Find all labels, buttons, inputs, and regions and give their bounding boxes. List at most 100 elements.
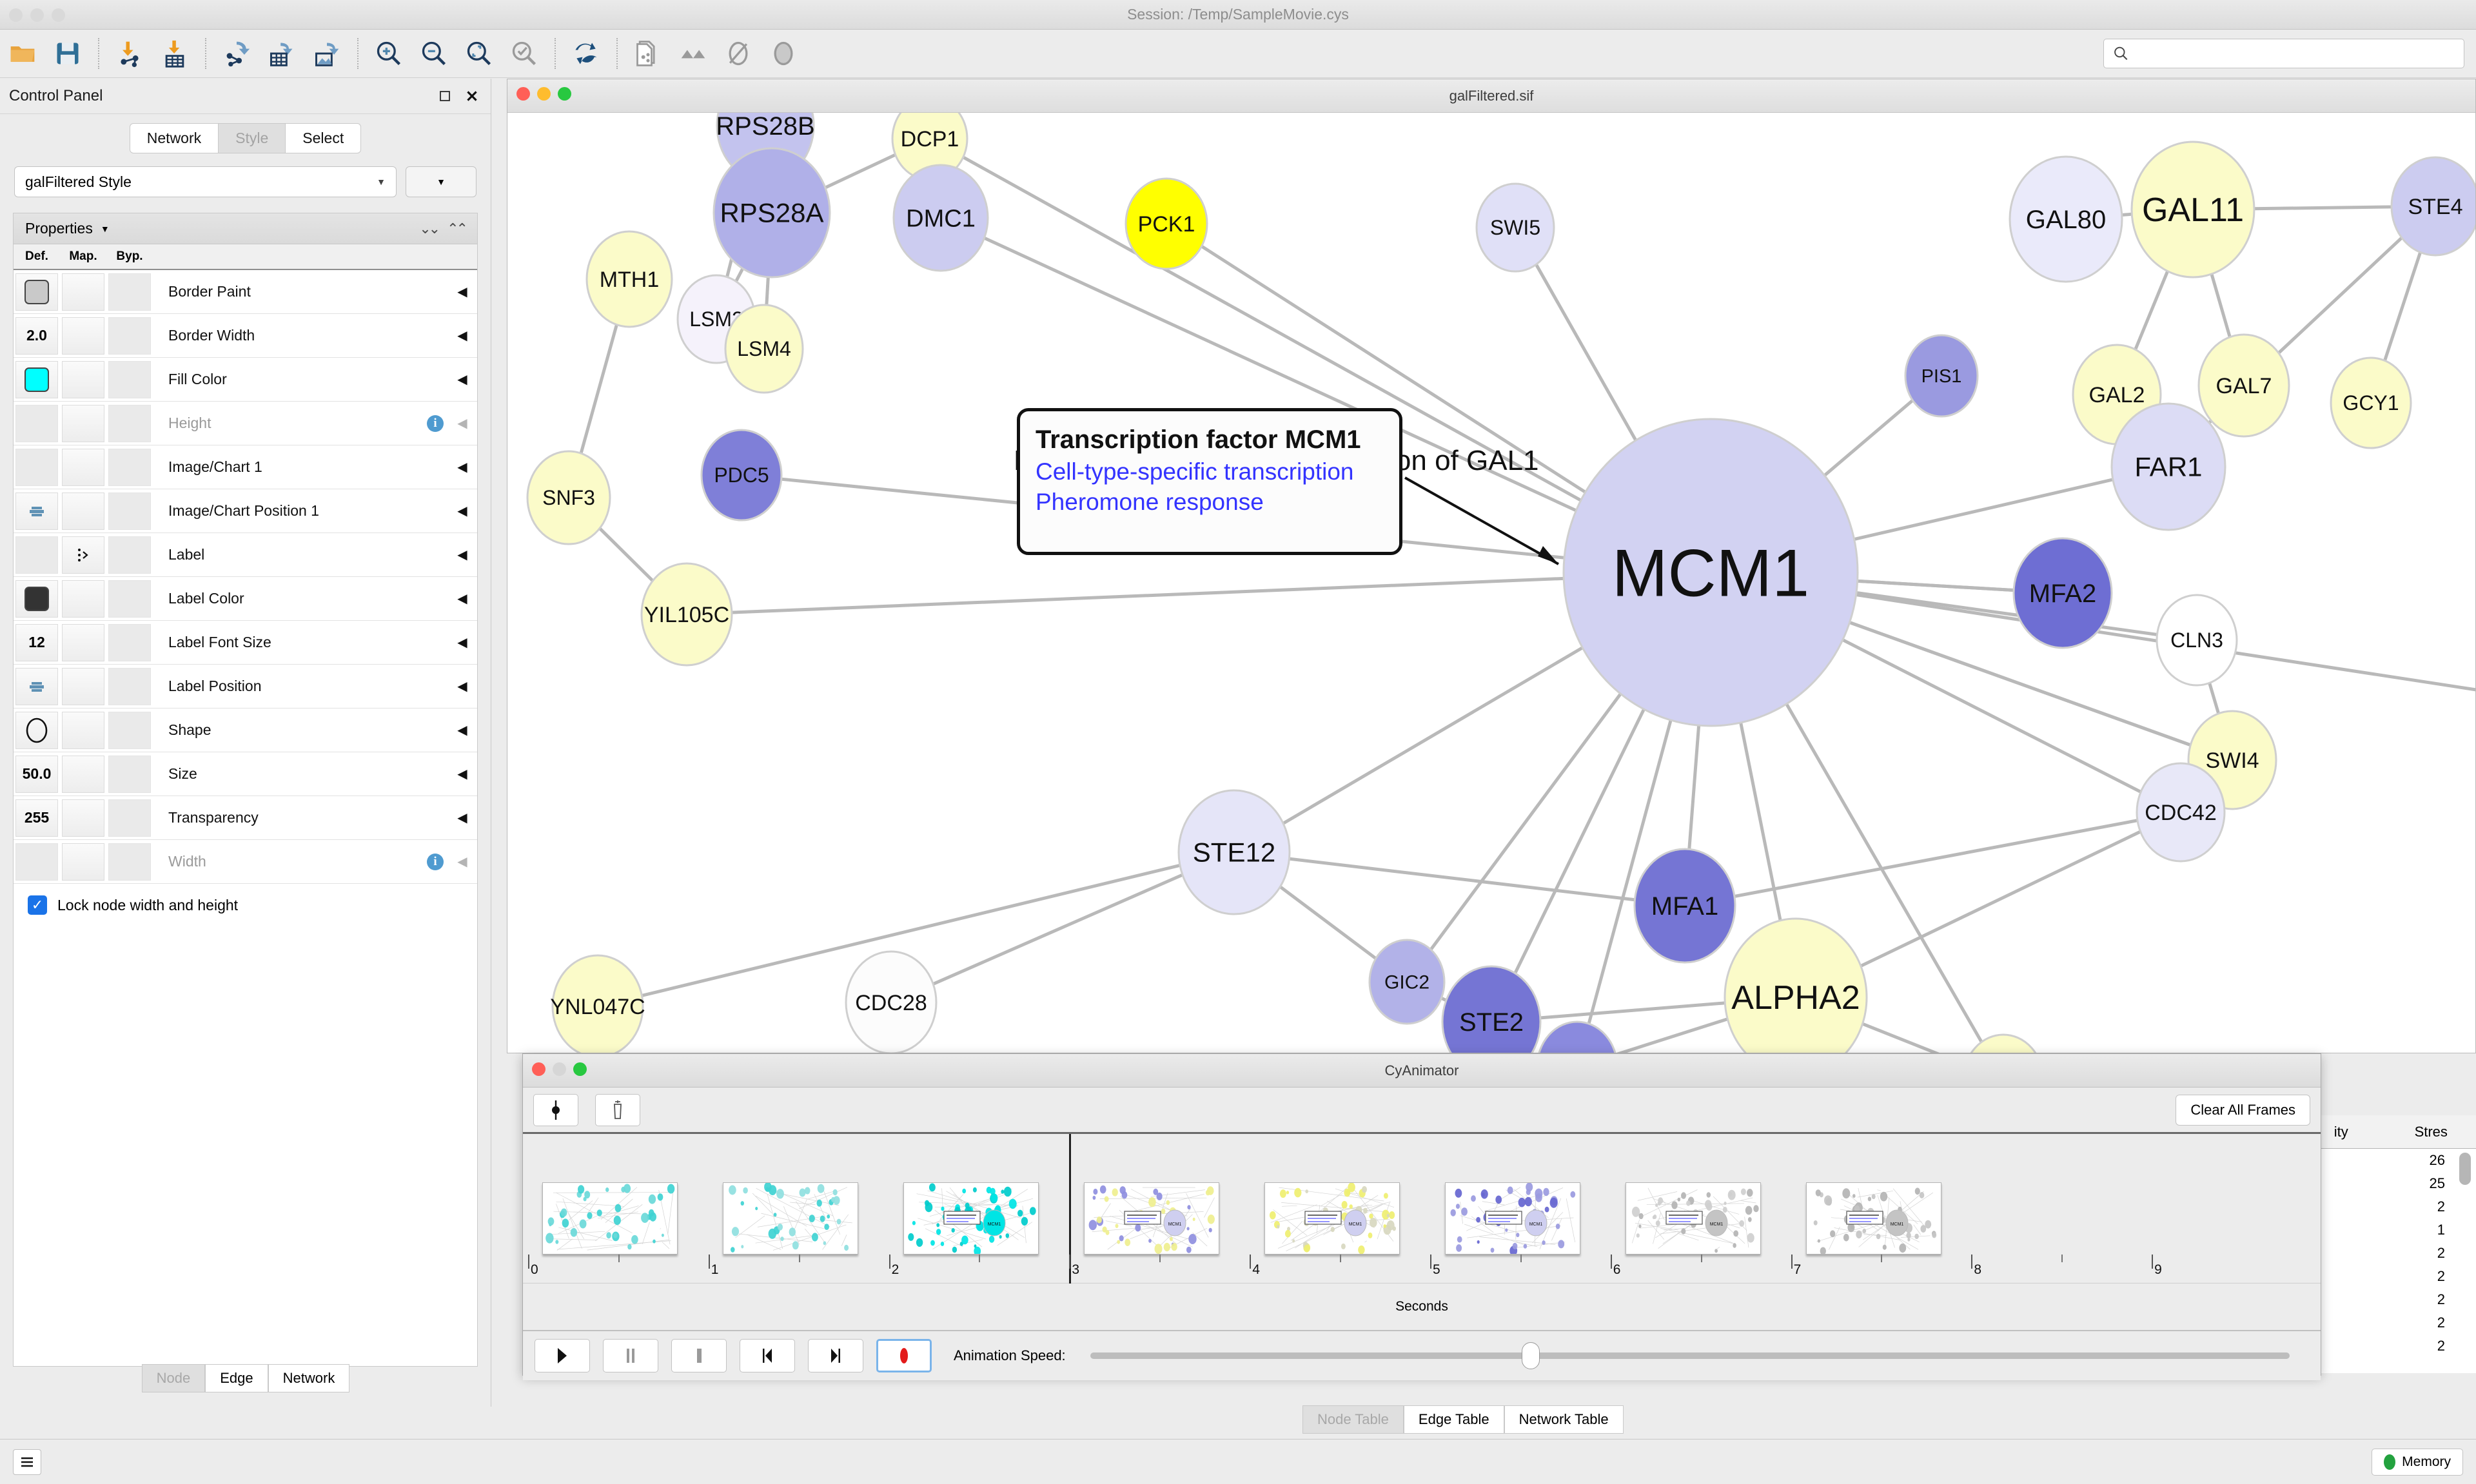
property-default-cell[interactable] xyxy=(15,273,58,311)
import-network-icon[interactable] xyxy=(112,35,148,72)
animation-speed-slider[interactable] xyxy=(1090,1342,2290,1369)
close-window-button[interactable] xyxy=(9,8,23,22)
property-bypass-cell[interactable] xyxy=(108,843,151,881)
network-node[interactable]: GAL11 xyxy=(2130,141,2255,278)
save-icon[interactable] xyxy=(50,35,86,72)
property-default-cell[interactable] xyxy=(15,492,58,530)
network-node[interactable]: BAR1 xyxy=(1537,1020,1617,1053)
property-mapping-cell[interactable] xyxy=(62,667,104,705)
property-row[interactable]: Label ◀ xyxy=(14,533,477,577)
property-expand-arrow[interactable]: ◀ xyxy=(457,636,467,650)
property-mapping-cell[interactable] xyxy=(62,711,104,749)
network-node[interactable]: CDC42 xyxy=(2136,762,2226,863)
property-bypass-cell[interactable] xyxy=(108,536,151,574)
network-node[interactable]: GCY1 xyxy=(2330,356,2412,449)
network-node[interactable]: TUB1 xyxy=(1963,1033,2043,1053)
property-default-cell[interactable]: 255 xyxy=(15,799,58,837)
network-node[interactable]: PDC5 xyxy=(700,429,783,522)
property-mapping-cell[interactable] xyxy=(62,755,104,793)
animation-frame[interactable]: MCM1 xyxy=(1264,1182,1400,1255)
network-node[interactable]: GAL80 xyxy=(2009,155,2123,283)
network-node[interactable]: MTH1 xyxy=(585,230,673,328)
property-default-cell[interactable] xyxy=(15,711,58,749)
property-row[interactable]: Fill Color ◀ xyxy=(14,358,477,402)
minimize-network-button[interactable] xyxy=(537,87,551,101)
property-mapping-cell[interactable] xyxy=(62,580,104,618)
zoom-in-icon[interactable] xyxy=(371,35,407,72)
network-node[interactable]: STE4 xyxy=(2390,156,2475,257)
bottom-tab-network[interactable]: Network xyxy=(268,1364,350,1392)
export-image-icon[interactable] xyxy=(309,35,345,72)
export-table-icon[interactable] xyxy=(264,35,300,72)
property-row[interactable]: 50.0 Size ◀ xyxy=(14,752,477,796)
property-row[interactable]: 255 Transparency ◀ xyxy=(14,796,477,840)
zoom-out-icon[interactable] xyxy=(416,35,452,72)
property-bypass-cell[interactable] xyxy=(108,360,151,398)
table-row[interactable]: 2 xyxy=(2296,1265,2476,1288)
new-network-icon[interactable] xyxy=(630,35,666,72)
property-bypass-cell[interactable] xyxy=(108,667,151,705)
property-expand-arrow[interactable]: ◀ xyxy=(457,548,467,562)
animation-frame[interactable] xyxy=(542,1182,678,1255)
tab-network[interactable]: Network xyxy=(129,123,219,153)
property-mapping-cell[interactable] xyxy=(62,843,104,881)
property-row[interactable]: 12 Label Font Size ◀ xyxy=(14,621,477,665)
property-expand-arrow[interactable]: ◀ xyxy=(457,679,467,694)
zoom-fit-icon[interactable] xyxy=(461,35,497,72)
animation-frame[interactable]: MCM1 xyxy=(1084,1182,1219,1255)
table-row[interactable]: 2 xyxy=(2296,1311,2476,1334)
property-bypass-cell[interactable] xyxy=(108,755,151,793)
property-bypass-cell[interactable] xyxy=(108,580,151,618)
property-default-cell[interactable]: 12 xyxy=(15,623,58,661)
tab-node-table[interactable]: Node Table xyxy=(1302,1405,1404,1434)
memory-status-button[interactable]: Memory xyxy=(2372,1448,2463,1476)
property-mapping-cell[interactable] xyxy=(62,536,104,574)
network-node[interactable]: ALPHA2 xyxy=(1724,917,1868,1053)
maximize-cyanimator-button[interactable] xyxy=(573,1062,587,1076)
network-node[interactable]: YNL047C xyxy=(550,954,645,1053)
network-edge[interactable] xyxy=(686,571,1711,616)
property-mapping-cell[interactable] xyxy=(62,492,104,530)
property-bypass-cell[interactable] xyxy=(108,317,151,355)
playhead[interactable] xyxy=(1069,1134,1072,1284)
add-frame-icon[interactable] xyxy=(533,1093,578,1126)
network-node[interactable]: STE2 xyxy=(1441,965,1542,1053)
property-default-cell[interactable] xyxy=(15,536,58,574)
network-node[interactable]: PCK1 xyxy=(1125,177,1208,270)
table-row[interactable]: 2 xyxy=(2296,1288,2476,1311)
network-node[interactable]: STE12 xyxy=(1177,789,1291,915)
style-dropdown[interactable]: galFiltered Style ▼ xyxy=(14,166,397,197)
table-row[interactable]: 1 xyxy=(2296,1218,2476,1242)
property-bypass-cell[interactable] xyxy=(108,623,151,661)
network-node[interactable]: SNF3 xyxy=(526,450,611,545)
network-node[interactable]: LSM4 xyxy=(724,304,804,394)
property-mapping-cell[interactable] xyxy=(62,623,104,661)
tab-style[interactable]: Style xyxy=(218,123,286,153)
network-edge[interactable] xyxy=(597,850,1235,1008)
color-swatch[interactable] xyxy=(25,367,49,392)
network-edge[interactable] xyxy=(1233,850,1685,908)
search-box[interactable] xyxy=(2103,39,2464,68)
record-button[interactable] xyxy=(876,1339,932,1372)
pause-button[interactable] xyxy=(603,1339,658,1372)
property-row[interactable]: Width i ◀ xyxy=(14,840,477,884)
cyanimator-traffic-lights[interactable] xyxy=(532,1062,587,1076)
network-graph[interactable]: RPS28B DCP1 RPS28A DMC1 PCK1 SWI5 GAL80 GAL11 ST… xyxy=(507,113,2475,1053)
hide-icon[interactable] xyxy=(720,35,756,72)
property-row[interactable]: Image/Chart Position 1 ◀ xyxy=(14,489,477,533)
property-default-cell[interactable] xyxy=(15,448,58,486)
close-icon[interactable] xyxy=(462,86,482,106)
annotation-box[interactable]: Transcription factor MCM1 Cell-type-spec… xyxy=(1017,408,1402,555)
refresh-icon[interactable] xyxy=(568,35,604,72)
close-cyanimator-button[interactable] xyxy=(532,1062,545,1076)
property-default-cell[interactable]: 50.0 xyxy=(15,755,58,793)
network-edge[interactable] xyxy=(1684,810,2181,908)
animation-frame[interactable]: MCM1 xyxy=(1626,1182,1761,1255)
property-mapping-cell[interactable] xyxy=(62,404,104,442)
property-default-cell[interactable] xyxy=(15,843,58,881)
stop-button[interactable] xyxy=(671,1339,727,1372)
network-node[interactable]: MFA1 xyxy=(1633,848,1736,964)
property-row[interactable]: Label Color ◀ xyxy=(14,577,477,621)
trash-icon[interactable] xyxy=(595,1093,640,1126)
right-table-scrollbar[interactable] xyxy=(2459,1153,2471,1185)
